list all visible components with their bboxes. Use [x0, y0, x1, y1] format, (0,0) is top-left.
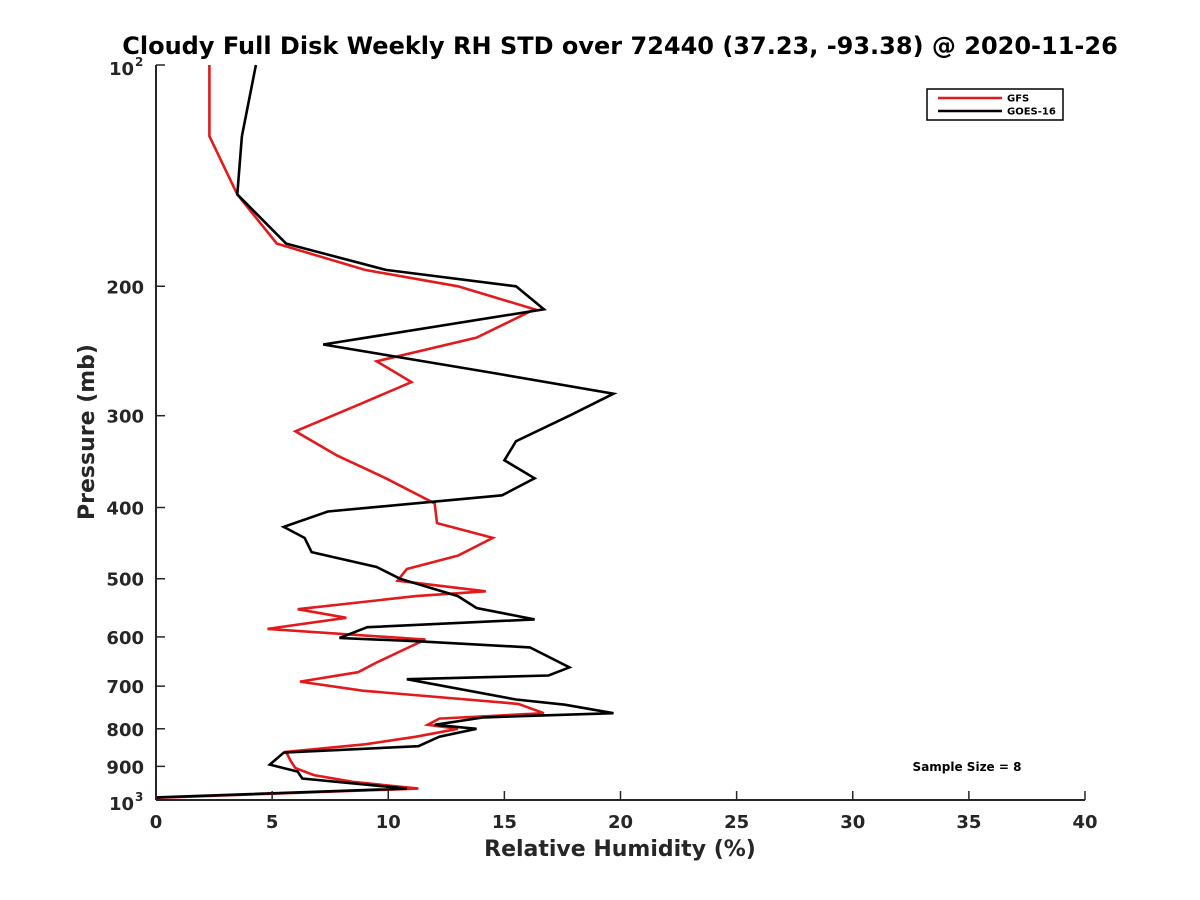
series-layer	[155, 64, 618, 800]
x-tick-label: 30	[840, 812, 865, 833]
legend-box	[926, 88, 1064, 121]
x-tick-label: 25	[724, 812, 749, 833]
plot-area: 0 5 10 15 20 25 30 35 40 200 300 400 500 600 700 800 90…	[106, 55, 1097, 833]
x-tick-label: 5	[266, 812, 279, 833]
y-tick-label: 300	[106, 407, 144, 428]
x-tick-label: 20	[608, 812, 633, 833]
y-tick-label: 400	[106, 499, 144, 520]
sample-size-annotation: Sample Size = 8	[913, 760, 1022, 774]
y-tick-label: 10	[109, 794, 134, 815]
y-tick-label: 600	[106, 628, 144, 649]
x-tick-label: 10	[376, 812, 401, 833]
y-tick-exponent: 3	[135, 790, 143, 804]
legend: GFS GOES-16	[926, 88, 1064, 121]
y-tick-exponent: 2	[135, 55, 143, 69]
y-tick-label: 200	[106, 277, 144, 298]
series-line-gfs	[155, 65, 545, 800]
x-axis-label: Relative Humidity (%)	[484, 837, 756, 862]
x-tick-label: 0	[150, 812, 163, 833]
y-tick-label: 900	[106, 757, 144, 778]
x-ticks: 0 5 10 15 20 25 30 35 40	[150, 791, 1098, 833]
x-tick-label: 35	[956, 812, 981, 833]
legend-items: GFS GOES-16	[938, 94, 1056, 118]
y-tick-label: 800	[106, 720, 144, 741]
y-tick-label: 500	[106, 570, 144, 591]
chart-title: Cloudy Full Disk Weekly RH STD over 7244…	[122, 32, 1118, 60]
y-axis-label: Pressure (mb)	[75, 344, 100, 520]
legend-entry-label: GFS	[1007, 94, 1029, 105]
x-tick-label: 15	[492, 812, 517, 833]
y-tick-label: 10	[109, 59, 134, 80]
series-line-goes-16	[155, 64, 618, 799]
legend-entry-label: GOES-16	[1007, 107, 1056, 118]
x-tick-label: 40	[1072, 812, 1097, 833]
y-tick-label: 700	[106, 677, 144, 698]
